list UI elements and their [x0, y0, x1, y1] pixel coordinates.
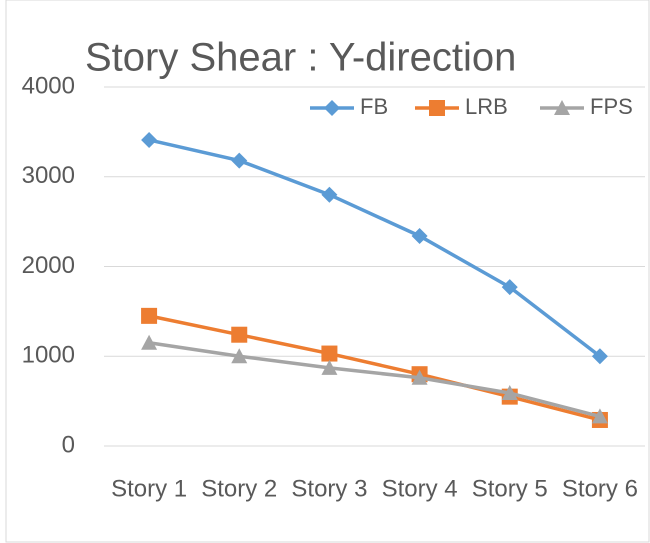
marker	[321, 345, 338, 362]
legend-label: LRB	[465, 94, 508, 119]
marker	[429, 100, 445, 116]
series-line	[148, 314, 601, 422]
marker	[231, 348, 248, 364]
marker	[411, 227, 428, 244]
x-tick-label: Story 1	[111, 475, 187, 502]
y-tick-label: 2000	[22, 252, 75, 279]
marker	[501, 279, 518, 296]
series-line	[148, 341, 601, 419]
marker	[554, 100, 570, 115]
marker	[321, 359, 338, 375]
marker	[411, 369, 428, 385]
marker	[231, 152, 248, 169]
x-tick-label: Story 4	[382, 475, 458, 502]
marker	[141, 131, 158, 148]
marker	[591, 348, 608, 365]
marker	[324, 100, 340, 116]
y-tick-label: 1000	[22, 342, 75, 369]
marker	[321, 186, 338, 203]
marker	[141, 334, 158, 350]
marker	[231, 326, 248, 343]
y-tick-label: 3000	[22, 162, 75, 189]
marker	[141, 307, 158, 324]
x-tick-label: Story 3	[291, 475, 367, 502]
y-tick-label: 4000	[22, 72, 75, 99]
x-tick-label: Story 5	[472, 475, 548, 502]
legend-label: FB	[360, 94, 388, 119]
x-tick-label: Story 6	[562, 475, 638, 502]
y-tick-label: 0	[62, 431, 75, 458]
chart-title: Story Shear : Y-direction	[85, 36, 516, 80]
marker	[591, 408, 608, 424]
marker	[501, 385, 518, 401]
chart-border	[5, 0, 650, 543]
legend-label: FPS	[590, 94, 633, 119]
series-line	[148, 138, 601, 358]
x-tick-label: Story 2	[201, 475, 277, 502]
